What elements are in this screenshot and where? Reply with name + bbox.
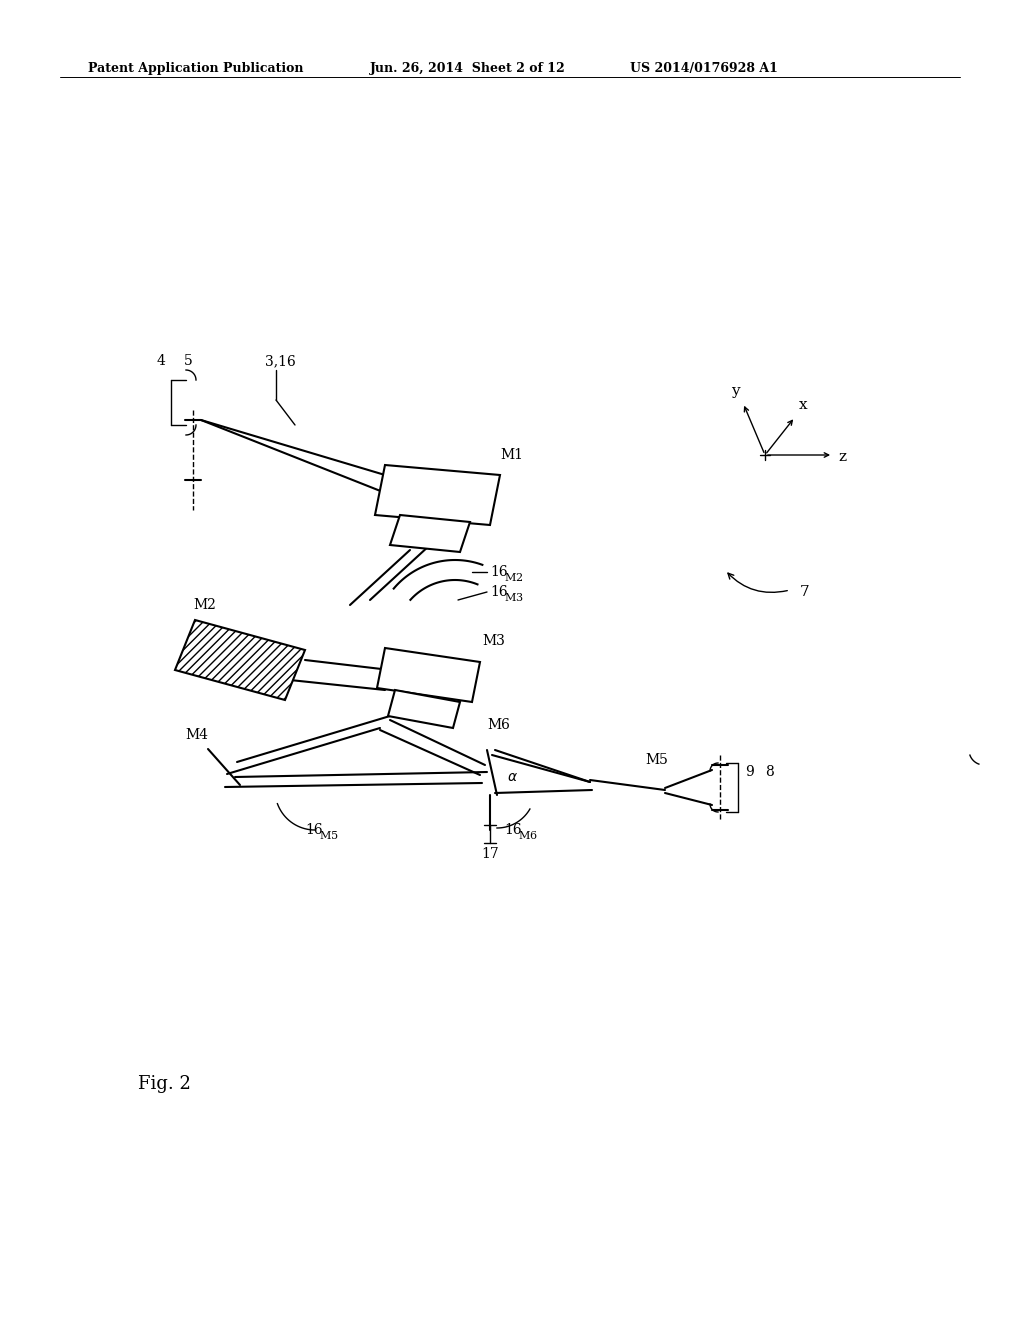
Text: 4: 4 [157,354,166,368]
Polygon shape [375,465,500,525]
Text: 17: 17 [481,847,499,861]
Text: M6: M6 [487,718,510,733]
Text: M3: M3 [482,634,505,648]
Text: 5: 5 [183,354,193,368]
Text: $\alpha$: $\alpha$ [507,770,518,784]
Text: M5: M5 [645,752,668,767]
Text: 16: 16 [504,822,521,837]
Text: Patent Application Publication: Patent Application Publication [88,62,303,75]
Text: z: z [838,450,846,465]
Text: Fig. 2: Fig. 2 [138,1074,190,1093]
Text: 8: 8 [766,766,774,780]
Text: M4: M4 [185,729,208,742]
Text: 16: 16 [490,565,508,579]
Polygon shape [175,620,305,700]
Polygon shape [377,648,480,702]
Text: $\mathregular{M5}$: $\mathregular{M5}$ [319,829,339,841]
Text: 7: 7 [800,585,810,599]
Text: 3,16: 3,16 [265,354,296,368]
Text: y: y [731,384,740,399]
Text: $\mathregular{M6}$: $\mathregular{M6}$ [518,829,538,841]
Text: M1: M1 [500,447,523,462]
Polygon shape [390,515,470,552]
Text: 16: 16 [305,822,323,837]
Text: M2: M2 [193,598,216,612]
Text: $\mathregular{M3}$: $\mathregular{M3}$ [504,591,523,603]
Text: x: x [799,399,808,412]
Text: 16: 16 [490,585,508,599]
Text: US 2014/0176928 A1: US 2014/0176928 A1 [630,62,778,75]
Text: $\mathregular{M2}$: $\mathregular{M2}$ [504,572,523,583]
Text: Jun. 26, 2014  Sheet 2 of 12: Jun. 26, 2014 Sheet 2 of 12 [370,62,565,75]
Text: 9: 9 [745,766,755,780]
Polygon shape [388,690,460,729]
